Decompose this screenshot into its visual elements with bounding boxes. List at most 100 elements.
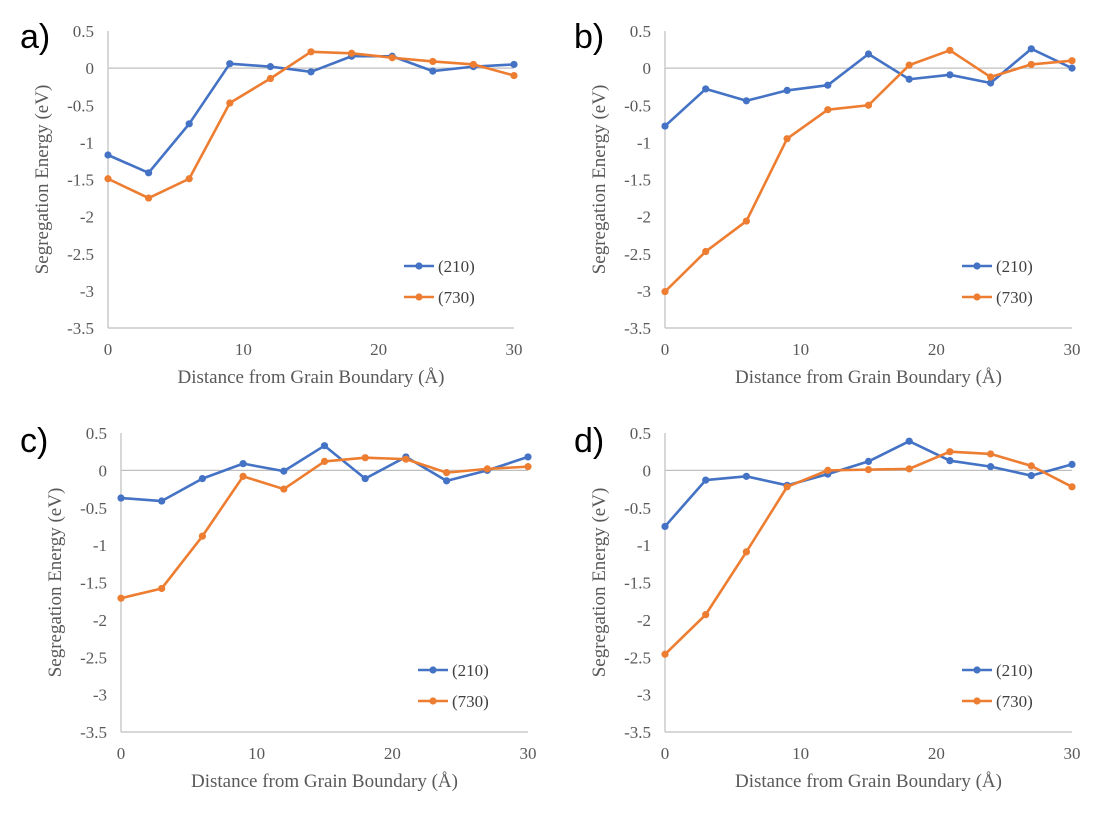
data-point (429, 57, 437, 66)
y-tick-label: 0.5 (73, 22, 94, 41)
chart-panel-a: a) 0.5 0 -0.5 -1 -1.5 -2 -2.5 -3 -3.5 0 10 20 30 Dista… (20, 18, 523, 388)
y-tick-label: -2 (93, 611, 107, 630)
y-tick-label: 0.5 (86, 424, 107, 443)
data-point (469, 60, 477, 69)
data-point (1068, 460, 1076, 468)
legend-marker (973, 666, 981, 674)
data-point (145, 194, 153, 202)
data-point (198, 474, 206, 483)
x-axis-title: Distance from Grain Boundary (Å) (735, 771, 1002, 792)
data-point (905, 465, 913, 473)
data-point (145, 169, 153, 177)
data-point (824, 81, 832, 89)
data-point (348, 49, 356, 57)
data-point (104, 175, 112, 183)
panel-label: b) (574, 18, 604, 56)
data-point (185, 120, 193, 128)
x-axis-title: Distance from Grain Boundary (Å) (191, 771, 458, 792)
data-point (510, 60, 518, 69)
x-tick-label: 0 (661, 744, 670, 763)
data-point (307, 48, 315, 56)
data-point (266, 74, 274, 83)
y-tick-label: -1.5 (67, 171, 94, 190)
series-line-1 (664, 450, 1073, 656)
x-tick-label: 0 (661, 340, 670, 359)
data-point (661, 288, 669, 296)
data-point (104, 151, 112, 159)
series-line-0 (120, 444, 529, 503)
y-tick-label: -2.5 (624, 648, 651, 667)
y-tick-label: -2.5 (624, 245, 651, 264)
data-point (388, 54, 396, 62)
x-tick-label: 10 (248, 744, 265, 763)
y-tick-label: 0 (86, 59, 95, 78)
legend-label: (730) (452, 692, 489, 711)
data-point (661, 650, 669, 658)
data-point (280, 485, 288, 493)
x-tick-label: 0 (104, 340, 113, 359)
data-point (661, 122, 669, 130)
data-point (320, 457, 329, 466)
data-point (443, 469, 451, 477)
data-point (307, 68, 315, 76)
legend-label: (210) (996, 257, 1033, 276)
data-point (783, 483, 791, 491)
data-point (946, 448, 954, 456)
legend-label: (210) (438, 257, 475, 276)
legend-marker (415, 293, 423, 301)
data-point (239, 460, 247, 468)
data-point (987, 73, 995, 81)
y-tick-label: -1 (93, 536, 107, 555)
legend-marker (973, 697, 981, 705)
y-tick-label: -3 (80, 282, 94, 301)
data-point (1068, 57, 1076, 65)
y-tick-label: -1 (637, 133, 651, 152)
data-point (198, 532, 206, 540)
y-tick-label: 0 (643, 461, 652, 480)
data-point (429, 67, 437, 75)
y-tick-label: -0.5 (624, 96, 651, 115)
x-tick-label: 30 (1064, 744, 1081, 763)
x-tick-label: 10 (792, 340, 809, 359)
data-point (905, 437, 913, 445)
x-tick-label: 20 (384, 744, 401, 763)
x-tick-label: 30 (506, 340, 523, 359)
data-point (185, 175, 193, 183)
data-point (483, 465, 491, 473)
data-point (783, 86, 791, 94)
y-tick-label: -3 (93, 686, 107, 705)
y-tick-label: -1.5 (624, 171, 651, 190)
data-point (524, 453, 532, 461)
data-point (361, 454, 369, 462)
data-point (117, 594, 125, 602)
legend-label: (730) (996, 692, 1033, 711)
data-point (783, 135, 791, 143)
data-point (864, 457, 873, 466)
data-point (987, 450, 995, 458)
data-point (402, 455, 410, 463)
y-tick-label: -2 (637, 611, 651, 630)
data-point (361, 474, 369, 483)
y-axis-title: Segregation Energy (eV) (589, 85, 610, 275)
panel-label: a) (20, 18, 50, 56)
y-tick-label: -3 (637, 686, 651, 705)
x-tick-label: 30 (520, 744, 537, 763)
data-point (742, 548, 751, 556)
series-line-0 (664, 439, 1073, 528)
series-line-0 (664, 47, 1073, 128)
x-tick-label: 20 (928, 340, 945, 359)
x-axis-title: Distance from Grain Boundary (Å) (735, 367, 1002, 388)
y-tick-label: -1.5 (624, 574, 651, 593)
y-tick-label: 0 (99, 461, 108, 480)
y-tick-label: -1 (80, 133, 94, 152)
data-point (702, 476, 710, 484)
data-point (280, 467, 288, 475)
data-point (226, 99, 234, 107)
y-tick-label: 0.5 (630, 424, 651, 443)
series-line-1 (664, 49, 1073, 293)
legend-marker (973, 262, 981, 270)
chart-panel-b: b) 0.5 0 -0.5 -1 -1.5 -2 -2.5 -3 -3.5 0 10 20 30 Dista… (574, 18, 1081, 388)
panel-label: d) (574, 422, 604, 460)
legend-marker (973, 293, 981, 301)
